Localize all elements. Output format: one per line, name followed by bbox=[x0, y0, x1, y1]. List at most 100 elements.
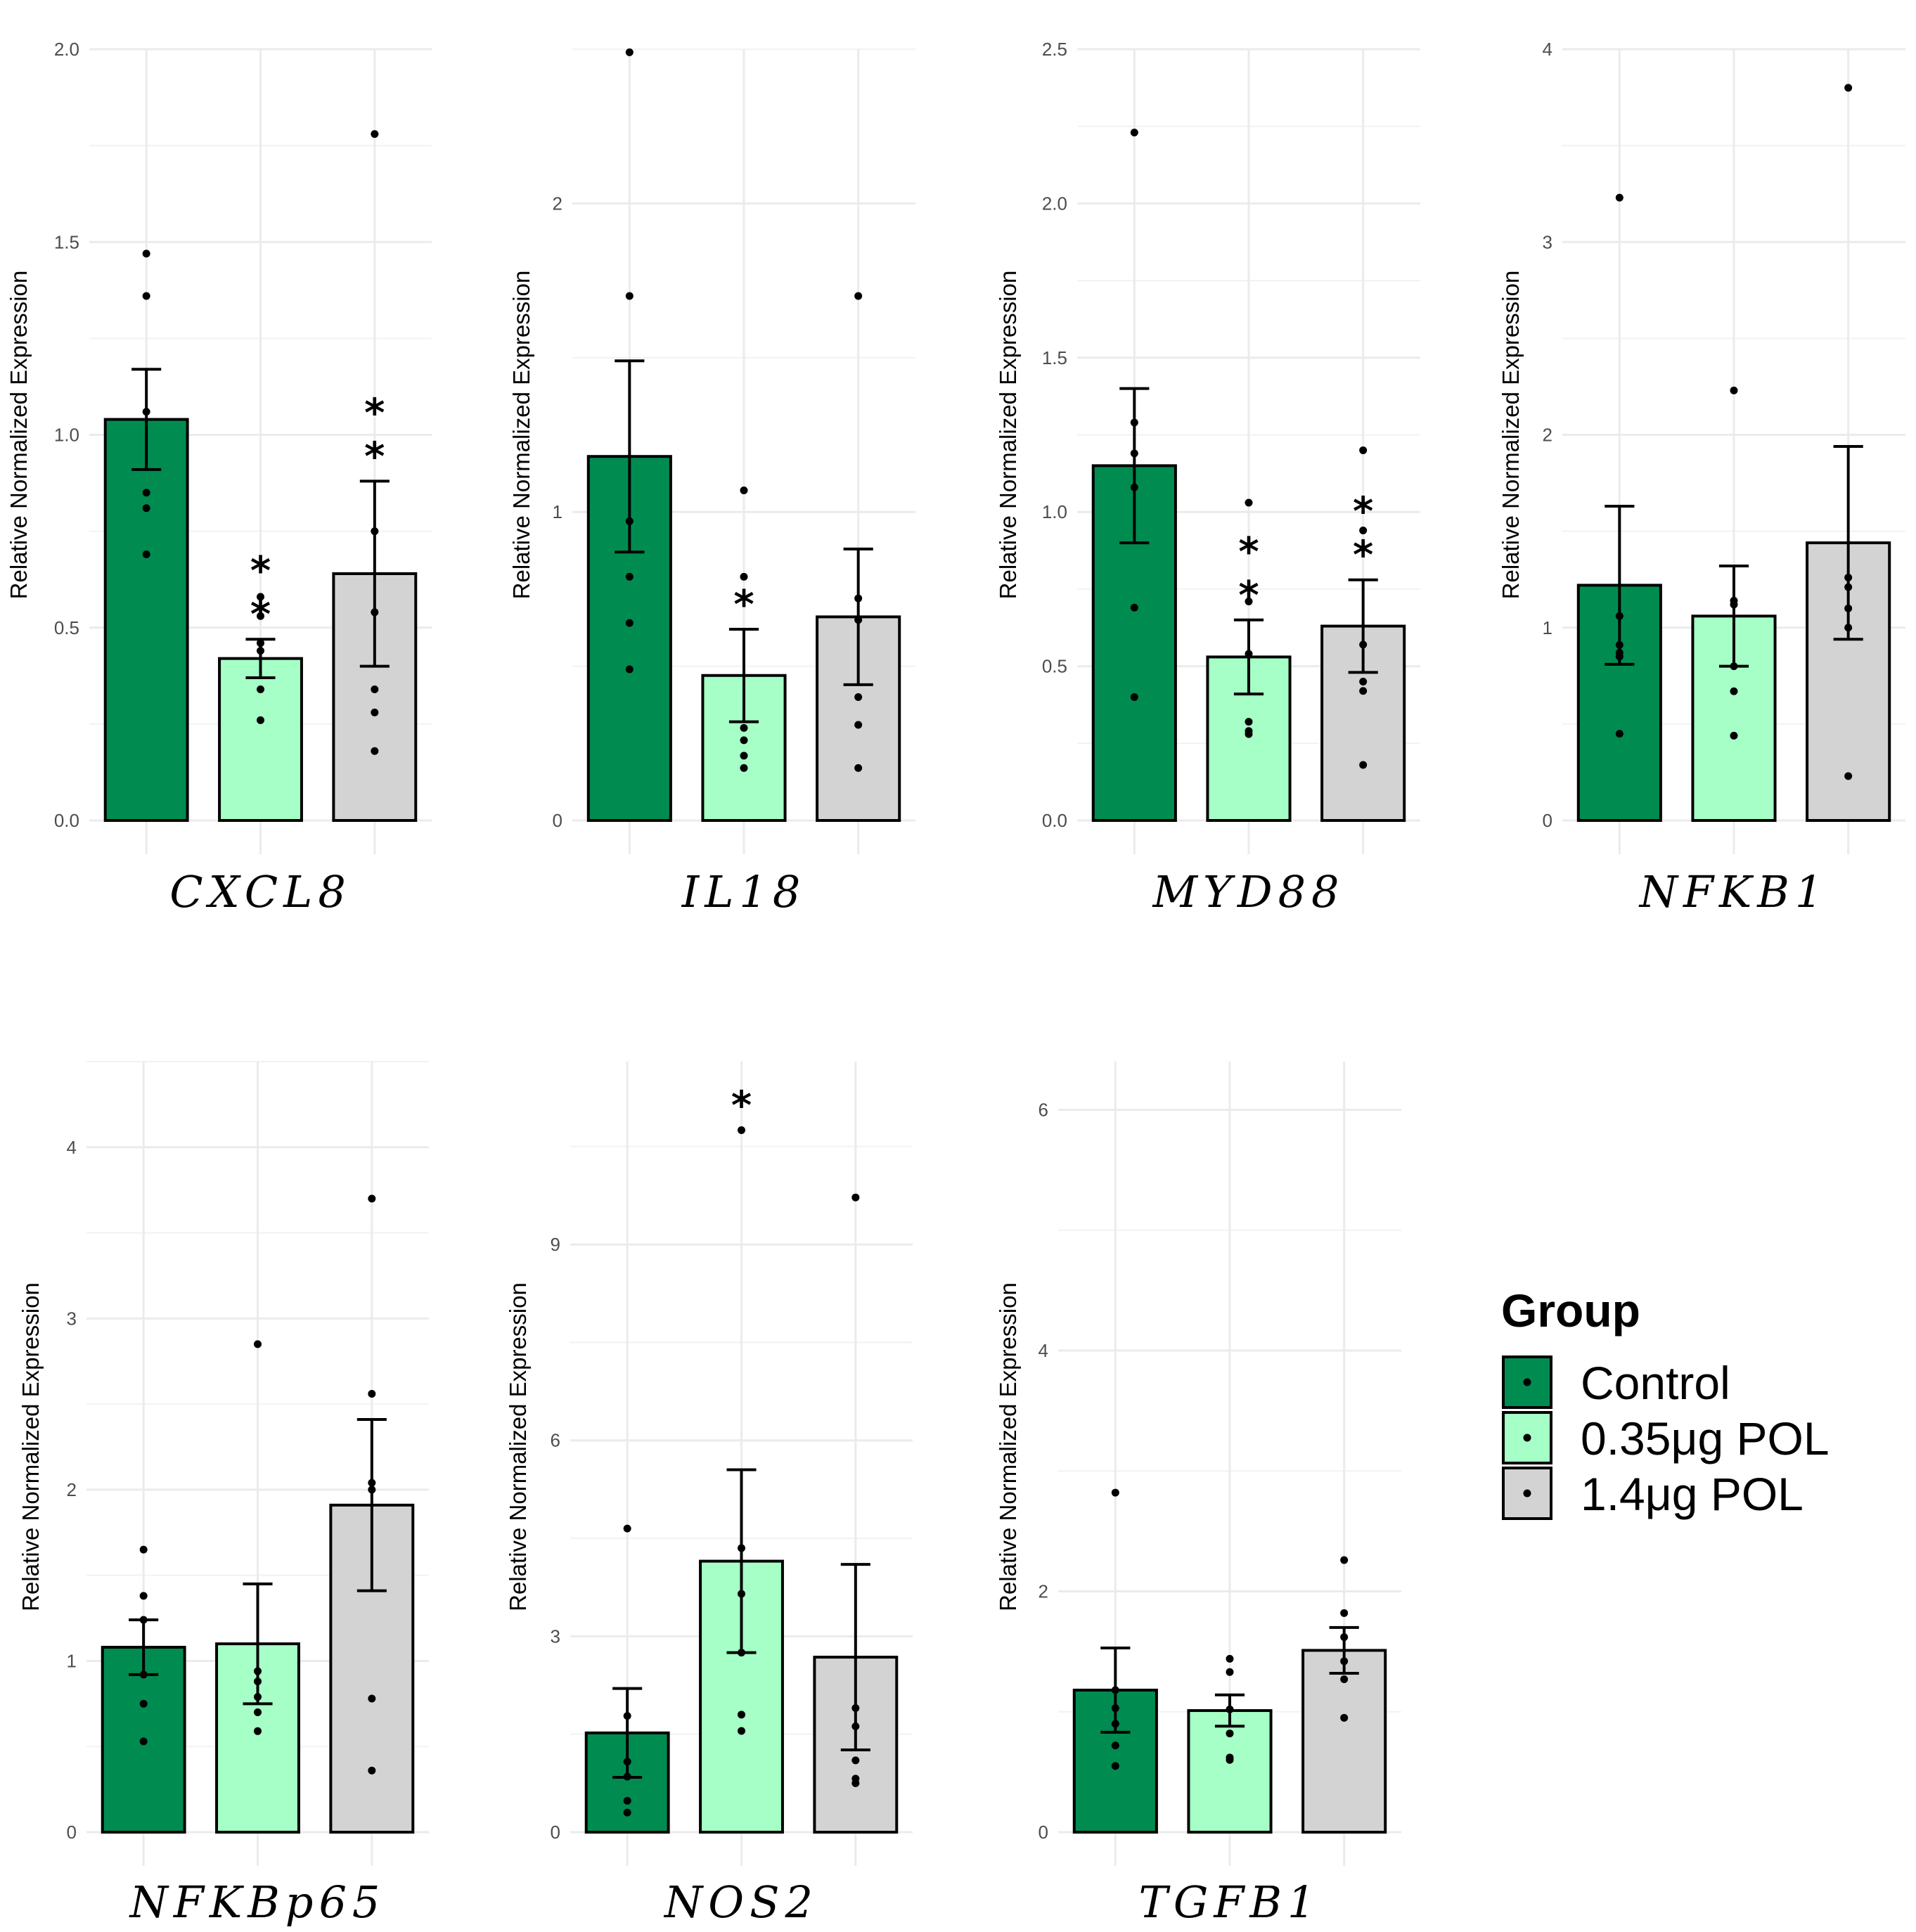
bar-cxcl8-group2 bbox=[218, 657, 303, 822]
data-point bbox=[1340, 1556, 1349, 1564]
data-point bbox=[851, 1756, 860, 1765]
significance-marker: * bbox=[250, 548, 271, 594]
data-point bbox=[623, 1796, 631, 1805]
data-point bbox=[1245, 597, 1253, 605]
significance-marker: * bbox=[733, 582, 754, 628]
legend-label-3: 1.4μg POL bbox=[1581, 1468, 1804, 1520]
panel-tgfb1: 0 2 4 6 Relative Normalized Expression TGFB1 bbox=[995, 1062, 1401, 1928]
data-point bbox=[625, 619, 634, 627]
data-point bbox=[625, 292, 634, 300]
gene-label-cxcl8: CXCL8 bbox=[169, 866, 352, 917]
gene-label-nos2: NOS2 bbox=[663, 1876, 818, 1928]
y-tick-label: 4 bbox=[1039, 1340, 1048, 1361]
y-tick-label: 6 bbox=[1039, 1100, 1048, 1121]
data-point bbox=[257, 612, 264, 620]
data-point bbox=[1730, 386, 1738, 394]
gene-label-tgfb1: TGFB1 bbox=[1139, 1876, 1321, 1928]
y-tick-label: 2 bbox=[1039, 1581, 1048, 1602]
data-point bbox=[740, 736, 748, 745]
data-point bbox=[625, 48, 634, 56]
data-point bbox=[1111, 1741, 1119, 1750]
gene-label-il18: IL18 bbox=[681, 866, 806, 917]
data-point bbox=[142, 250, 150, 258]
data-point bbox=[257, 593, 264, 601]
data-point bbox=[139, 1545, 148, 1554]
data-point bbox=[257, 716, 264, 724]
data-point bbox=[1130, 693, 1138, 701]
y-tick-label: 1.0 bbox=[54, 425, 79, 446]
y-tick-label: 2 bbox=[67, 1479, 77, 1500]
y-tick-label: 6 bbox=[551, 1430, 560, 1451]
panel-cxcl8: 0.0 0.5 1.0 1.5 2.0 Relative Normalized Expre… bbox=[6, 39, 432, 917]
data-point bbox=[254, 1708, 262, 1717]
data-point bbox=[1359, 446, 1368, 454]
data-point bbox=[1730, 687, 1738, 695]
significance-marker: * bbox=[364, 390, 385, 436]
legend-label-1: Control bbox=[1581, 1357, 1730, 1409]
data-point bbox=[1245, 498, 1253, 507]
data-point bbox=[142, 292, 150, 300]
data-point bbox=[1226, 1756, 1234, 1764]
data-point bbox=[142, 550, 150, 559]
data-point bbox=[139, 1737, 148, 1746]
data-point bbox=[1359, 678, 1368, 686]
data-point bbox=[854, 292, 863, 300]
panel-nfkbp65: 0 1 2 3 4 Relative Normalized Expression NFKBp… bbox=[18, 1061, 429, 1928]
y-axis-title: Relative Normalized Expression bbox=[508, 271, 534, 600]
y-tick-label: 0.5 bbox=[1042, 656, 1067, 677]
data-point bbox=[1340, 1713, 1349, 1722]
y-axis-title: Relative Normalized Expression bbox=[505, 1282, 531, 1611]
gene-label-myd88: MYD88 bbox=[1152, 866, 1344, 917]
y-axis-title: Relative Normalized Expression bbox=[18, 1282, 44, 1611]
data-point bbox=[1245, 730, 1253, 738]
data-point bbox=[1844, 84, 1853, 92]
legend-label-2: 0.35μg POL bbox=[1581, 1412, 1830, 1464]
y-tick-label: 3 bbox=[67, 1308, 77, 1329]
data-point bbox=[740, 486, 748, 494]
bar-cxcl8-group1 bbox=[103, 418, 189, 822]
y-tick-label: 2.5 bbox=[1042, 39, 1067, 60]
data-point bbox=[1359, 687, 1368, 695]
y-axis-title: Relative Normalized Expression bbox=[1498, 271, 1524, 600]
data-point bbox=[1340, 1675, 1349, 1684]
panel-myd88: 0.0 0.5 1.0 1.5 2.0 2.5 Relative Normalized Ex… bbox=[995, 39, 1420, 917]
y-tick-label: 0 bbox=[1039, 1822, 1048, 1843]
y-tick-label: 0 bbox=[67, 1822, 77, 1843]
y-tick-label: 0 bbox=[1543, 810, 1552, 831]
bar-tgfb1-group2 bbox=[1187, 1709, 1273, 1834]
y-axis-title: Relative Normalized Expression bbox=[995, 1282, 1021, 1611]
significance-marker: * bbox=[731, 1083, 752, 1129]
data-point bbox=[623, 1808, 631, 1817]
data-point bbox=[1226, 1654, 1234, 1663]
y-axis-title: Relative Normalized Expression bbox=[6, 271, 32, 600]
data-point bbox=[1359, 761, 1368, 769]
y-tick-label: 9 bbox=[551, 1234, 560, 1255]
y-tick-label: 3 bbox=[551, 1625, 560, 1647]
y-tick-label: 1.5 bbox=[54, 231, 79, 252]
data-point bbox=[368, 1694, 376, 1703]
data-point bbox=[1340, 1609, 1349, 1617]
data-point bbox=[738, 1727, 745, 1735]
data-point bbox=[1615, 730, 1624, 738]
data-point bbox=[738, 1126, 745, 1135]
gene-label-nfkbp65: NFKBp65 bbox=[129, 1876, 386, 1928]
significance-marker: * bbox=[250, 592, 271, 638]
data-point bbox=[371, 708, 379, 716]
legend-title: Group bbox=[1501, 1284, 1640, 1337]
data-point bbox=[1730, 731, 1738, 740]
y-tick-label: 0.0 bbox=[1042, 810, 1067, 831]
y-tick-label: 0.5 bbox=[54, 617, 79, 638]
y-tick-label: 1 bbox=[553, 501, 562, 522]
y-axis-title: Relative Normalized Expression bbox=[995, 271, 1021, 600]
data-point bbox=[1615, 193, 1624, 202]
significance-marker: * bbox=[1238, 529, 1259, 575]
significance-marker: * bbox=[1238, 573, 1259, 619]
data-point bbox=[851, 1193, 860, 1202]
y-tick-label: 0 bbox=[551, 1822, 560, 1843]
data-point bbox=[368, 1766, 376, 1775]
y-tick-label: 2.0 bbox=[1042, 193, 1067, 214]
data-point bbox=[139, 1699, 148, 1708]
data-point bbox=[254, 1340, 262, 1348]
